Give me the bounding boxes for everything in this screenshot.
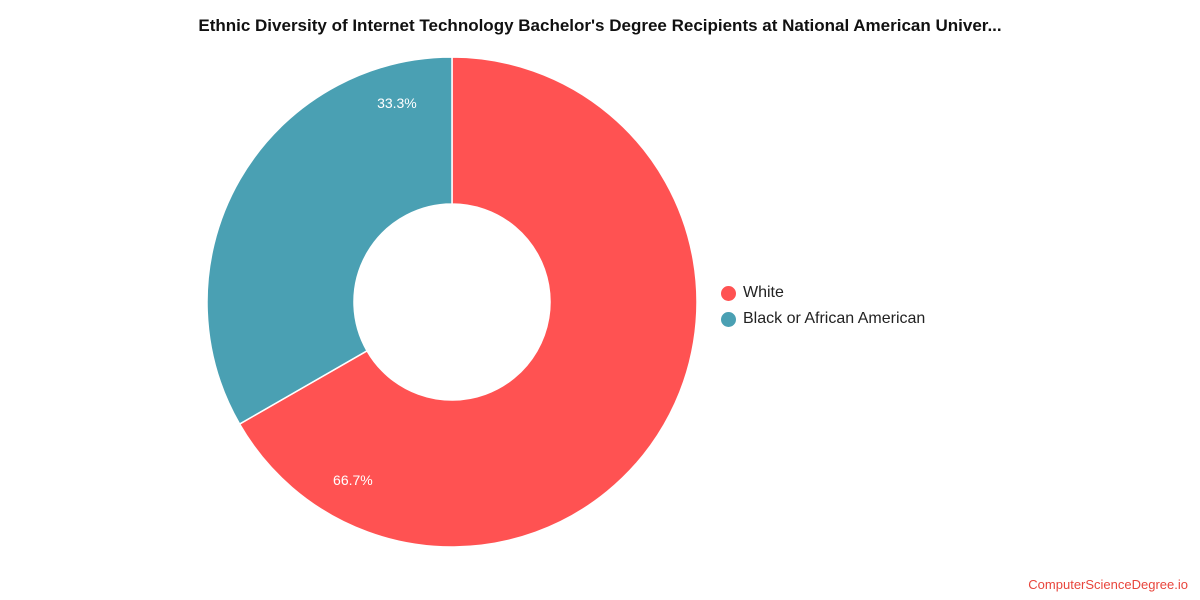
legend-swatch: [721, 285, 736, 301]
slice-value-label: 66.7%: [333, 472, 373, 488]
legend-item[interactable]: White: [721, 280, 925, 306]
legend-item[interactable]: Black or African American: [721, 306, 925, 332]
slice-value-label: 33.3%: [377, 95, 417, 111]
source-credit[interactable]: ComputerScienceDegree.io: [1028, 577, 1188, 592]
legend: White Black or African American: [721, 280, 925, 332]
legend-label: Black or African American: [743, 310, 926, 327]
slice-white[interactable]: [238, 56, 698, 548]
legend-label: White: [743, 284, 784, 301]
chart-title: Ethnic Diversity of Internet Technology …: [198, 16, 1002, 35]
legend-swatch: [721, 311, 736, 327]
slice-black-or-african-american[interactable]: [206, 56, 453, 426]
